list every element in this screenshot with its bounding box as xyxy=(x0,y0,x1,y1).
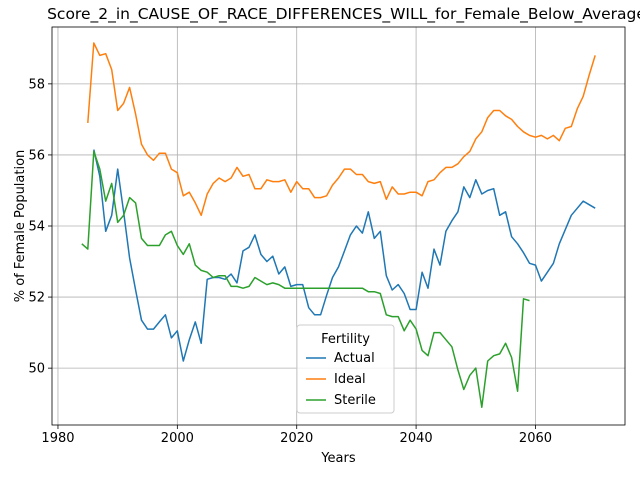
legend-label-sterile: Sterile xyxy=(334,393,376,408)
legend-items: Actual Ideal Sterile xyxy=(306,351,376,408)
y-axis-label: % of Female Population xyxy=(13,150,28,303)
series-line-sterile xyxy=(81,150,530,408)
y-tick-label: 58 xyxy=(28,77,45,92)
legend-title: Fertility xyxy=(321,332,370,347)
series-line-ideal xyxy=(87,42,596,217)
legend-label-ideal: Ideal xyxy=(334,372,366,387)
legend-label-actual: Actual xyxy=(334,351,375,366)
y-tick-label: 50 xyxy=(28,362,45,377)
series-line-actual xyxy=(93,149,596,362)
legend-box xyxy=(296,324,395,414)
x-tick-label: 1980 xyxy=(41,431,74,446)
y-tick-label: 54 xyxy=(28,220,45,235)
x-tick-label: 2000 xyxy=(161,431,194,446)
x-axis-label: Years xyxy=(320,451,356,466)
series-lines xyxy=(81,42,596,408)
x-tick-label: 2040 xyxy=(400,431,433,446)
x-tick-label: 2060 xyxy=(519,431,552,446)
chart-title: Score_2_in_CAUSE_OF_RACE_DIFFERENCES_WIL… xyxy=(47,5,640,24)
x-tick-label: 2020 xyxy=(280,431,313,446)
y-tick-label: 56 xyxy=(28,148,45,163)
legend: Fertility Actual Ideal Sterile xyxy=(296,324,395,414)
axis-ticks: 1980 2000 2020 2040 2060 50 52 54 56 58 xyxy=(28,77,552,446)
y-tick-label: 52 xyxy=(28,291,45,306)
